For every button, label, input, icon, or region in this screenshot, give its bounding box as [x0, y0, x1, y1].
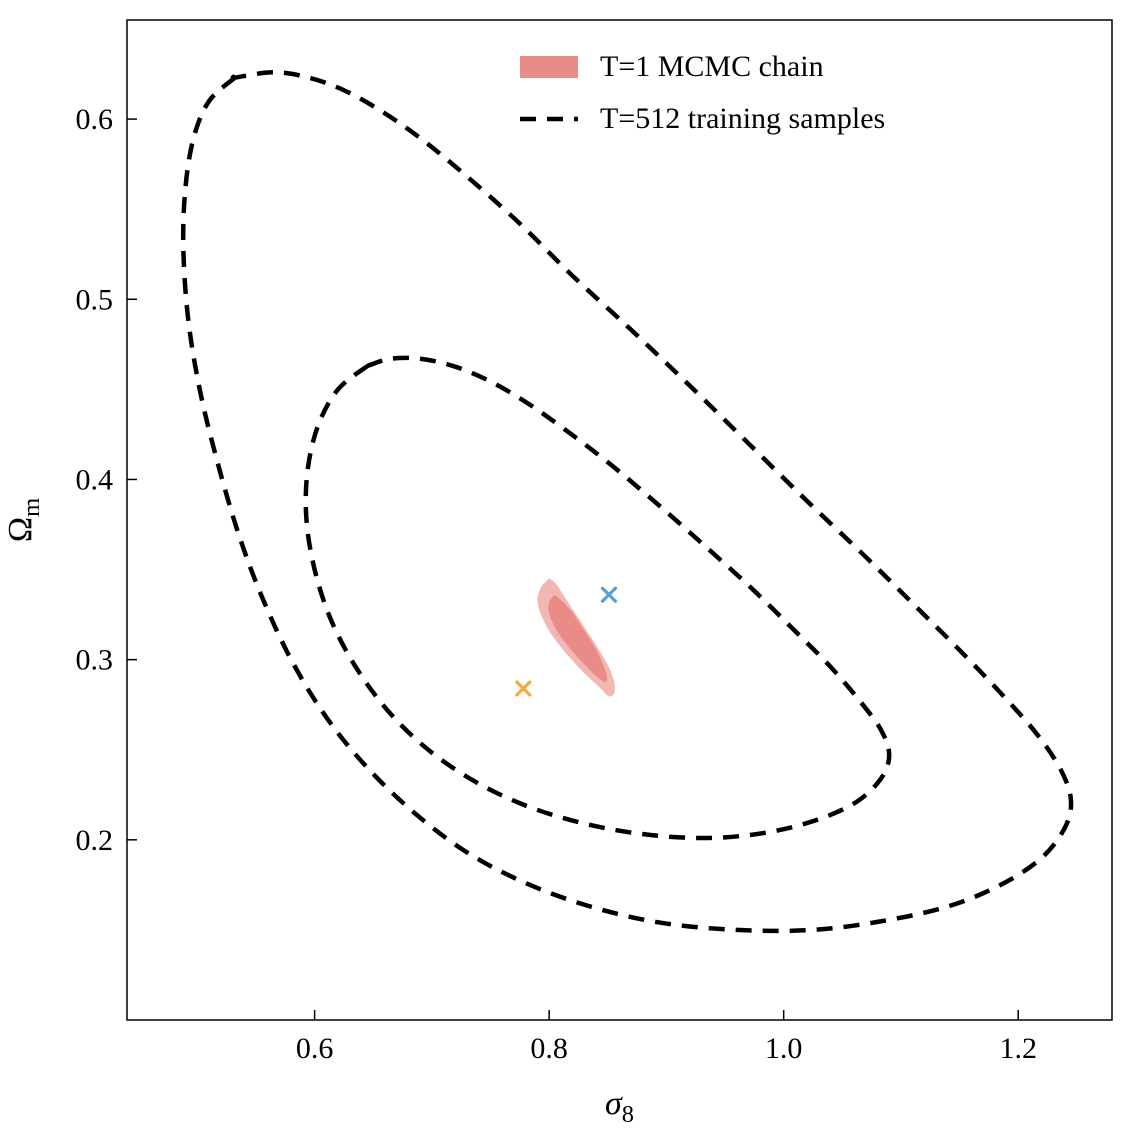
legend-label: T=1 MCMC chain [600, 50, 824, 83]
legend-label: T=512 training samples [600, 102, 885, 135]
y-tick-label: 0.5 [76, 283, 114, 316]
legend-swatch [520, 56, 578, 78]
chart-svg: 0.60.81.01.20.20.30.40.50.6σ8ΩmT=1 MCMC … [0, 0, 1140, 1144]
y-tick-label: 0.3 [76, 644, 114, 677]
chart-container: 0.60.81.01.20.20.30.40.50.6σ8ΩmT=1 MCMC … [0, 0, 1140, 1144]
x-tick-label: 1.0 [765, 1032, 803, 1065]
y-tick-label: 0.2 [76, 824, 114, 857]
chart-background [0, 0, 1140, 1144]
y-tick-label: 0.6 [76, 103, 114, 136]
x-tick-label: 0.8 [530, 1032, 568, 1065]
y-tick-label: 0.4 [76, 463, 114, 496]
x-tick-label: 0.6 [296, 1032, 334, 1065]
x-tick-label: 1.2 [999, 1032, 1037, 1065]
